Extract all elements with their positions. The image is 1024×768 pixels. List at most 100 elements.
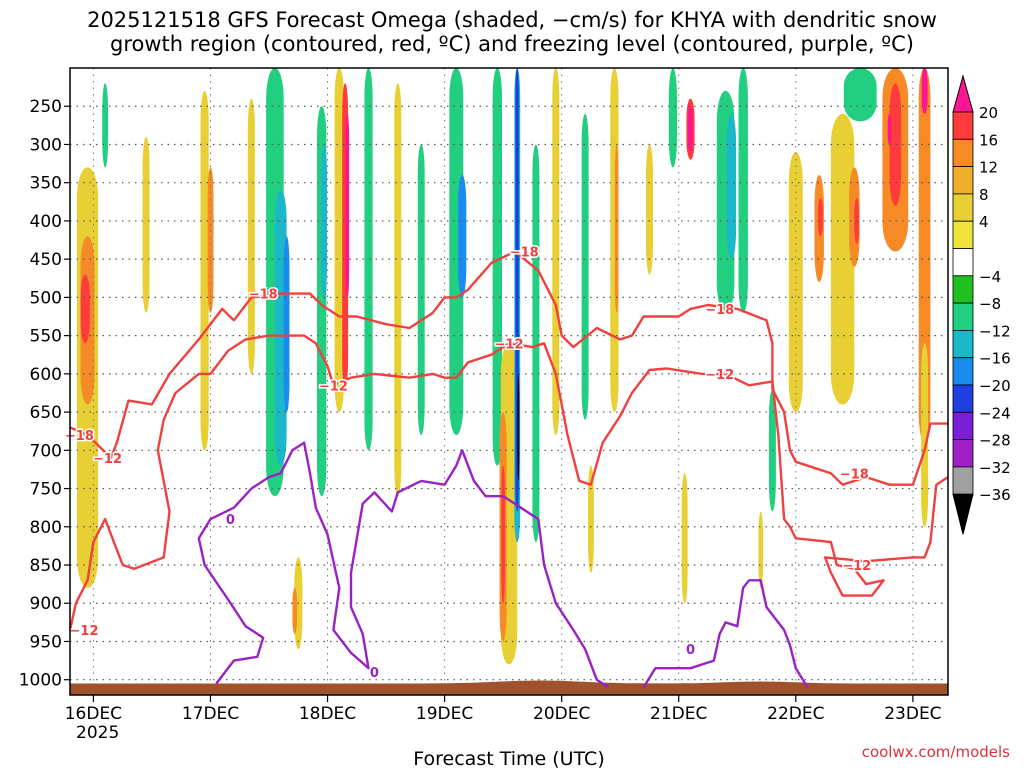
y-tick-label-250: 250 [30,97,62,117]
colorbar-swatch-10 [952,357,974,386]
contour-layer [68,250,949,689]
contour-label-10: −12 [842,559,871,574]
omega-cell-52 [843,68,877,122]
omega-cell-33 [588,465,594,573]
omega-cell-12 [292,588,298,634]
colorbar-label-2: 12 [979,159,998,177]
y-tick-label-650: 650 [30,403,62,423]
x-tick-label-16: 16DEC [65,704,122,724]
omega-cell-5 [200,90,209,451]
colorbar-label-0: 20 [979,104,998,122]
contour-label-0: −18 [65,429,94,444]
omega-cell-37 [668,68,677,168]
y-tick-label-300: 300 [30,136,62,156]
y-tick-label-800: 800 [30,518,62,538]
contour-label-13: 0 [686,643,695,658]
omega-cell-20 [417,144,425,436]
credit-text: coolwx.com/models [862,743,1010,761]
omega-cell-48 [818,198,823,237]
omega-cell-45 [758,511,764,588]
ground-layer [70,680,948,695]
omega-cell-4 [142,136,150,313]
omega-cell-9 [274,190,287,466]
contour-label-1: −12 [93,452,122,467]
colorbar-swatch-9 [952,329,974,359]
contour-label-2: −12 [70,624,99,639]
omega-cell-23 [492,68,502,466]
colorbar-label-13: −36 [979,486,1011,504]
omega-cell-29 [517,373,520,481]
colorbar: 20 16 12 8 4 −4 −8 −12 −16 −20 −24 −28 −32 −36 [952,74,1011,535]
omega-cell-58 [921,343,929,527]
omega-cell-56 [918,68,931,443]
y-tick-label-700: 700 [30,441,62,461]
contour-label-5: −18 [510,246,539,261]
colorbar-bottom-arrow [952,493,974,535]
colorbar-swatch-8 [952,302,974,331]
ground-terrain [70,680,948,695]
x-axis-year-label: 2025 [76,723,119,743]
omega-cell-2 [80,274,90,344]
omega-cell-42 [726,113,737,260]
colorbar-label-12: −32 [979,459,1011,477]
gridlines [70,68,948,695]
x-tick-label-17: 17DEC [182,704,239,724]
y-tick-label-500: 500 [30,288,62,308]
contour-label-12: 0 [370,666,379,681]
colorbar-swatch-2 [952,138,974,168]
chart-title-line-1: 2025121518 GFS Forecast Omega (shaded, −… [87,8,937,32]
omega-cell-55 [887,113,892,145]
omega-cell-36 [646,144,653,275]
omega-cell-43 [738,68,748,313]
omega-cell-57 [921,68,928,114]
x-tick-label-22: 22DEC [767,704,824,724]
contour-series-2 [197,441,610,689]
colorbar-swatch-13 [952,439,974,468]
colorbar-swatch-7 [952,275,974,304]
omega-cell-26 [501,465,505,604]
contour-label-3: −18 [249,288,278,303]
colorbar-label-1: 16 [979,131,998,149]
omega-cell-49 [830,113,855,405]
omega-cell-6 [207,167,214,313]
omega-cell-39 [688,106,693,153]
omega-cell-18 [364,68,373,451]
colorbar-swatch-1 [952,111,974,140]
omega-cell-3 [102,83,109,168]
plot-frame [69,67,949,696]
y-tick-label-750: 750 [30,480,62,500]
y-tick-label-1000: 1000 [19,671,62,691]
x-tick-label-23: 23DEC [884,704,941,724]
y-tick-label-450: 450 [30,250,62,270]
contour-series-1 [69,250,948,486]
colorbar-swatch-12 [952,411,974,440]
colorbar-label-11: −28 [979,432,1011,450]
contour-label-7: −18 [705,303,734,318]
colorbar-label-9: −20 [979,377,1011,395]
y-tick-label-600: 600 [30,365,62,385]
y-tick-label-850: 850 [30,556,62,576]
contour-label-11: 0 [226,513,235,528]
omega-cell-40 [681,473,688,604]
contour-label-9: −18 [840,467,869,482]
colorbar-swatch-6 [952,248,974,277]
omega-cell-15 [334,68,344,413]
omega-cell-22 [458,175,467,298]
omega-cell-17 [345,113,350,298]
colorbar-label-4: 4 [979,213,989,231]
y-axis: 250 300 350 400 450 500 550 600 650 700 750 800 850 9… [19,97,70,691]
omega-cell-31 [552,68,560,435]
x-tick-label-20: 20DEC [533,704,590,724]
y-tick-label-400: 400 [30,212,62,232]
colorbar-label-6: −8 [979,295,1001,313]
contour-label-8: −12 [705,368,734,383]
contour-label-6: −12 [495,337,524,352]
x-axis: 16DEC 17DEC 18DEC 19DEC 20DEC 21DEC 22DEC 23DEC [65,695,942,724]
colorbar-swatch-4 [952,193,974,222]
colorbar-swatch-11 [952,384,974,413]
contour-series-0 [68,334,949,631]
colorbar-label-8: −16 [979,350,1011,368]
y-tick-label-900: 900 [30,594,62,614]
omega-cell-30 [532,144,540,543]
